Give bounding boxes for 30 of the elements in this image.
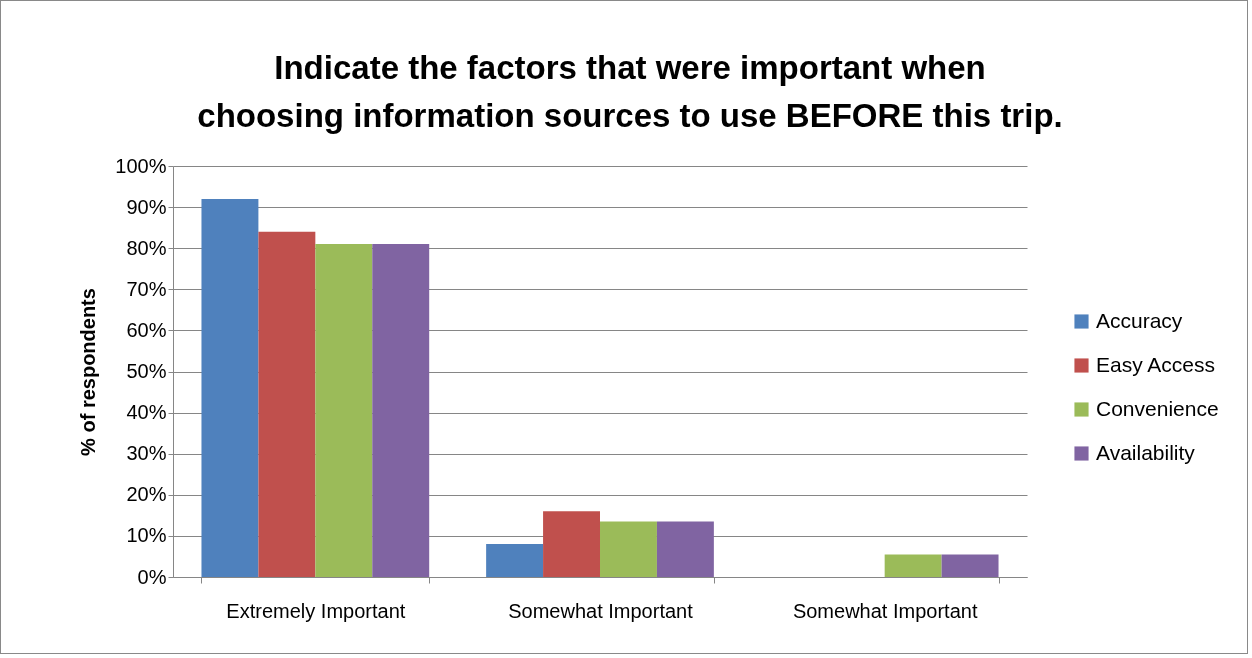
y-tick-label: 50%	[126, 360, 167, 382]
y-tick-label: 80%	[126, 236, 167, 259]
legend-label: Accuracy	[1096, 308, 1183, 332]
bar	[258, 231, 316, 577]
bar	[656, 521, 714, 577]
y-axis-title: % of respondents	[77, 288, 100, 456]
bar	[372, 244, 430, 577]
y-tick-label: 20%	[126, 483, 167, 506]
y-tick-label: 90%	[126, 195, 167, 218]
legend-label: Convenience	[1096, 396, 1219, 420]
x-tick-label: Extremely Important	[226, 599, 406, 622]
bar	[941, 554, 999, 577]
bar	[486, 544, 544, 577]
y-tick-label: 40%	[126, 401, 167, 424]
x-tick-label: Somewhat Important	[792, 599, 978, 622]
chart-title: Indicate the factors that were important when choosing information sources to use BEFORE this trip.	[197, 49, 1063, 134]
legend-label: Easy Access	[1096, 352, 1216, 376]
y-tick-label: 30%	[126, 442, 167, 465]
y-tick-label: 0%	[137, 565, 167, 588]
y-tick-label: 100%	[115, 154, 167, 177]
x-tick-label: Somewhat Important	[508, 599, 694, 622]
bar	[884, 554, 942, 577]
y-tick-label: 10%	[126, 524, 167, 547]
y-tick-label: 60%	[126, 318, 167, 341]
bar	[543, 511, 600, 577]
bar	[600, 521, 657, 577]
legend-label: Availability	[1096, 440, 1196, 464]
bar	[201, 198, 259, 577]
bar	[315, 244, 373, 577]
y-tick-label: 70%	[126, 277, 167, 300]
